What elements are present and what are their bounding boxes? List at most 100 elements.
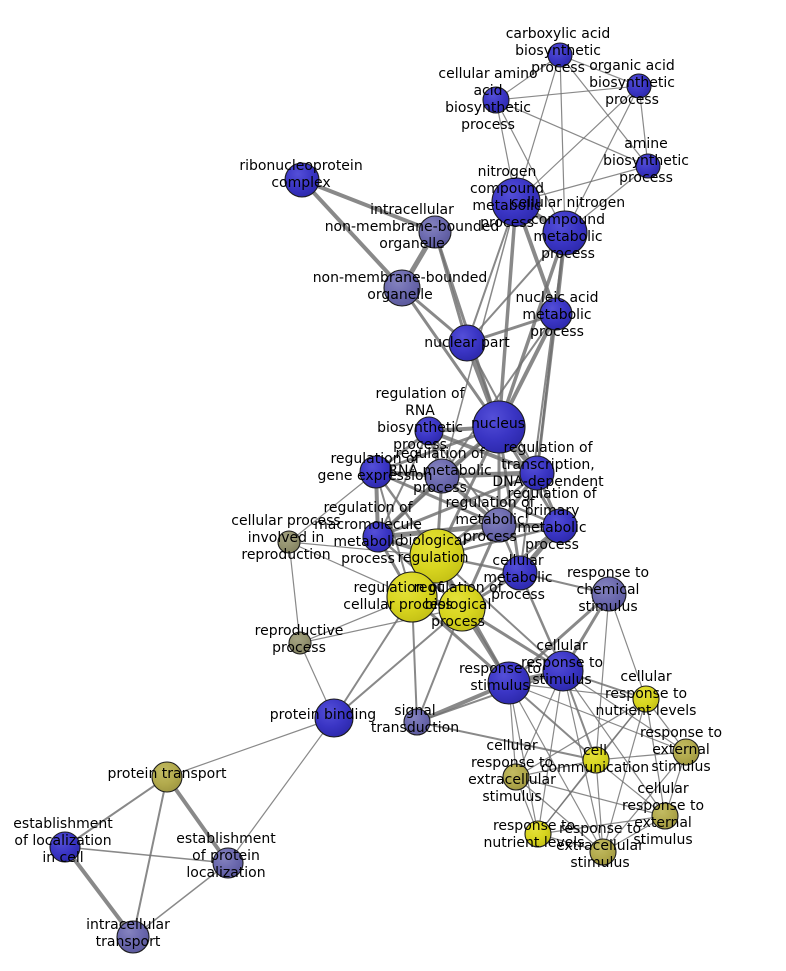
node-regulation-of-gene-expression[interactable]: [359, 455, 393, 489]
node-label-nucleic-acid-metabolic-process: nucleic acid metabolic process: [515, 290, 598, 340]
node-nucleus[interactable]: [472, 400, 526, 454]
node-label-response-to-nutrient-levels: response to nutrient levels: [484, 818, 585, 851]
edge-regulation-of-rna-biosynthetic-process--regulation-of-metabolic-process: [428, 430, 500, 526]
node-carboxylic-acid-biosynthetic-process[interactable]: [547, 42, 573, 68]
node-regulation-of-metabolic-process[interactable]: [481, 507, 517, 543]
node-organic-acid-biosynthetic-process[interactable]: [626, 73, 652, 99]
edge-regulation-of-rna-metabolic-process--regulation-of-primary-metabolic-process: [440, 474, 562, 528]
node-label-intracellular-non-membrane-bounded-organelle: intracellular non-membrane-bounded organel…: [325, 202, 500, 252]
edge-carboxylic-acid-biosynthetic-process--amine-biosynthetic-process: [559, 54, 649, 167]
edge-cellular-response-to-stimulus--response-to-nutrient-levels: [537, 670, 564, 835]
node-nucleic-acid-metabolic-process[interactable]: [539, 297, 573, 331]
node-cellular-metabolic-process[interactable]: [502, 555, 538, 591]
edge-cell-communication--cellular-response-to-external-stimulus: [595, 759, 666, 817]
node-response-to-chemical-stimulus[interactable]: [591, 576, 627, 612]
node-amine-biosynthetic-process[interactable]: [635, 153, 661, 179]
edge-cell-communication--response-to-nutrient-levels: [537, 759, 597, 835]
node-response-to-external-stimulus[interactable]: [672, 738, 700, 766]
node-label-cellular-response-to-nutrient-levels: cellular response to nutrient levels: [596, 669, 697, 719]
node-label-regulation-of-metabolic-process: regulation of metabolic process: [445, 495, 535, 545]
edge-regulation-of-gene-expression--regulation-of-metabolic-process: [374, 470, 501, 527]
node-cellular-response-to-nutrient-levels[interactable]: [632, 685, 660, 713]
node-cellular-response-to-extracellular-stimulus[interactable]: [502, 763, 530, 791]
node-label-cellular-process-involved-in-reproduction: cellular process involved in reproduction: [231, 513, 340, 563]
node-cell-communication[interactable]: [582, 746, 610, 774]
edge-carboxylic-acid-biosynthetic-process--nitrogen-compound-metabolic-process: [515, 54, 561, 203]
node-response-to-stimulus[interactable]: [487, 661, 531, 705]
edge-non-membrane-bounded-organelle--nucleus: [400, 286, 501, 429]
node-label-signal-transduction: signal transduction: [371, 703, 459, 736]
edge-cellular-amino-acid-biosynthetic-process--amine-biosynthetic-process: [495, 99, 649, 167]
node-intracellular-non-membrane-bounded-organelle[interactable]: [418, 215, 452, 249]
edge-cellular-process-involved-in-reproduction--reproductive-process: [288, 541, 301, 644]
node-label-regulation-of-transcription-dna-dependent: regulation of transcription, DNA-dependent: [492, 440, 604, 490]
node-label-cellular-nitrogen-compound-metabolic-process: cellular nitrogen compound metabolic proces…: [511, 195, 625, 262]
node-label-carboxylic-acid-biosynthetic-process: carboxylic acid biosynthetic process: [506, 26, 611, 76]
edge-cellular-amino-acid-biosynthetic-process--cellular-nitrogen-compound-metabolic-process: [495, 99, 566, 234]
node-label-establishment-of-localization-in-cell: establishment of localization in cell: [13, 816, 113, 866]
edge-cellular-response-to-external-stimulus--response-to-nutrient-levels: [537, 815, 666, 835]
edge-protein-binding--protein-transport: [166, 717, 335, 778]
node-intracellular-transport[interactable]: [116, 920, 150, 954]
node-signal-transduction[interactable]: [403, 708, 431, 736]
node-biological-regulation[interactable]: [409, 528, 465, 584]
edge-response-to-external-stimulus--response-to-extracellular-stimulus: [602, 751, 687, 853]
edge-ribonucleoprotein-complex--non-membrane-bounded-organelle: [300, 178, 404, 290]
node-establishment-of-localization-in-cell[interactable]: [49, 831, 81, 863]
edge-cell-communication--response-to-extracellular-stimulus: [595, 759, 604, 853]
nodes-layer: [49, 42, 700, 954]
node-regulation-of-rna-biosynthetic-process[interactable]: [414, 416, 444, 446]
node-label-nucleus: nucleus: [471, 416, 525, 432]
edge-cellular-amino-acid-biosynthetic-process--organic-acid-biosynthetic-process: [495, 85, 640, 101]
edge-establishment-of-localization-in-cell--intracellular-transport: [63, 845, 135, 939]
node-establishment-of-protein-localization[interactable]: [212, 847, 244, 879]
node-cellular-nitrogen-compound-metabolic-process[interactable]: [542, 210, 588, 256]
node-label-cellular-amino-acid-biosynthetic-process: cellular amino acid biosynthetic process: [438, 66, 537, 133]
edge-cell-communication--cellular-response-to-extracellular-stimulus: [515, 759, 597, 778]
node-reproductive-process[interactable]: [288, 631, 312, 655]
node-label-cellular-response-to-external-stimulus: cellular response to external stimulus: [622, 781, 704, 848]
node-regulation-of-primary-metabolic-process[interactable]: [542, 508, 578, 544]
node-label-nitrogen-compound-metabolic-process: nitrogen compound metabolic process: [470, 164, 544, 231]
node-label-non-membrane-bounded-organelle: non-membrane-bounded organelle: [313, 270, 488, 303]
node-cellular-response-to-stimulus[interactable]: [542, 650, 584, 692]
edge-cellular-response-to-nutrient-levels--cellular-response-to-extracellular-stimulus: [515, 698, 647, 778]
node-cellular-amino-acid-biosynthetic-process[interactable]: [482, 86, 510, 114]
node-label-ribonucleoprotein-complex: ribonucleoprotein complex: [239, 158, 362, 191]
node-regulation-of-transcription-dna-dependent[interactable]: [519, 455, 555, 491]
node-cellular-process-involved-in-reproduction[interactable]: [277, 530, 301, 554]
node-cellular-response-to-external-stimulus[interactable]: [651, 802, 679, 830]
edge-response-to-external-stimulus--cell-communication: [595, 751, 687, 761]
node-ribonucleoprotein-complex[interactable]: [284, 162, 320, 198]
node-protein-transport[interactable]: [151, 761, 183, 793]
node-label-protein-binding: protein binding: [270, 707, 376, 723]
edge-cellular-response-to-nutrient-levels--cellular-response-to-external-stimulus: [645, 698, 666, 817]
edge-cellular-nitrogen-compound-metabolic-process--nucleus: [497, 231, 567, 429]
node-label-reproductive-process: reproductive process: [255, 623, 344, 656]
node-label-establishment-of-protein-localization: establishment of protein localization: [176, 831, 276, 881]
node-regulation-of-biological-process[interactable]: [438, 584, 486, 632]
edge-organic-acid-biosynthetic-process--cellular-nitrogen-compound-metabolic-process: [564, 85, 640, 234]
node-nitrogen-compound-metabolic-process[interactable]: [491, 177, 541, 227]
node-non-membrane-bounded-organelle[interactable]: [383, 269, 421, 307]
node-protein-binding[interactable]: [314, 698, 354, 738]
edge-organic-acid-biosynthetic-process--nitrogen-compound-metabolic-process: [515, 85, 640, 203]
node-label-cellular-response-to-extracellular-stimulus: cellular response to extracellular stimulus: [468, 738, 556, 805]
node-regulation-of-macromolecule-metabolic-process[interactable]: [362, 521, 394, 553]
node-response-to-extracellular-stimulus[interactable]: [589, 838, 617, 866]
edge-establishment-of-localization-in-cell--establishment-of-protein-localization: [64, 846, 229, 864]
edge-response-to-stimulus--response-to-nutrient-levels: [508, 682, 539, 835]
node-nuclear-part[interactable]: [448, 324, 486, 362]
edge-signal-transduction--cell-communication: [416, 721, 597, 761]
node-regulation-of-rna-metabolic-process[interactable]: [424, 458, 460, 494]
edge-carboxylic-acid-biosynthetic-process--cellular-nitrogen-compound-metabolic-process: [559, 54, 566, 234]
node-label-response-to-extracellular-stimulus: response to extracellular stimulus: [556, 821, 644, 871]
edge-regulation-of-biological-process--reproductive-process: [299, 607, 463, 644]
edge-response-to-chemical-stimulus--response-to-stimulus: [507, 592, 611, 685]
node-label-regulation-of-primary-metabolic-process: regulation of primary metabolic process: [507, 486, 597, 553]
node-response-to-nutrient-levels[interactable]: [524, 820, 552, 848]
node-regulation-of-cellular-process[interactable]: [386, 571, 438, 623]
edge-response-to-stimulus--response-to-external-stimulus: [508, 682, 687, 753]
